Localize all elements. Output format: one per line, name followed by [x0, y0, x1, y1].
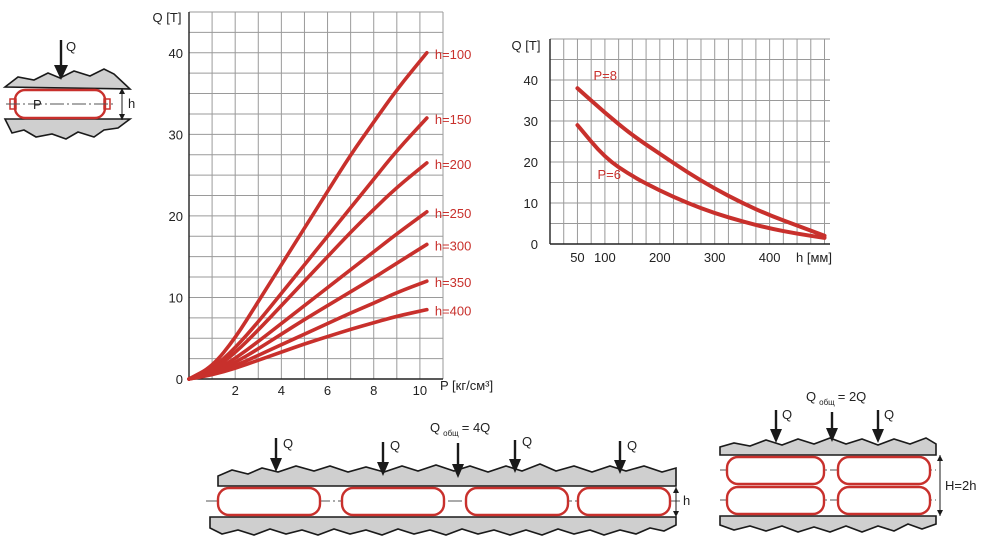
chart1-series-label: h=150	[435, 112, 472, 127]
chart1-series-line-h=200	[187, 161, 429, 381]
row-load-label-1: Q	[283, 436, 293, 451]
chart1-series-line-h=150	[187, 116, 429, 381]
row-load-label-3: Q	[522, 434, 532, 449]
chart2-y-tick: 10	[524, 196, 538, 211]
stack-bag-lower-left	[725, 485, 826, 516]
chart2-y-tick: 30	[524, 114, 538, 129]
chart2-y-tick: 40	[524, 73, 538, 88]
chart1-series-label: h=400	[435, 304, 472, 319]
upper-rock-slab	[2, 68, 133, 90]
row-upper-rock-slab	[217, 463, 677, 487]
pressure-label: P	[33, 97, 42, 112]
chart2-grid	[550, 38, 830, 244]
stack-load-arrow-head-2	[872, 429, 884, 443]
row-bag-2	[340, 486, 446, 517]
stack-height-arrow-bottom	[937, 510, 943, 516]
chart2-x-tick-labels: 50 100 200 300 400	[570, 250, 780, 265]
chart1-series	[187, 50, 429, 381]
chart2-x-tick: 200	[649, 250, 671, 265]
chart1-series-label: h=100	[435, 47, 472, 62]
chart2-x-tick: 50	[570, 250, 584, 265]
row-height-arrow-bottom	[673, 511, 679, 517]
row-height-arrow-top	[673, 487, 679, 493]
row-load-arrow-head-3	[509, 459, 521, 473]
chart1-x-tick: 6	[324, 383, 331, 398]
row-load-label-4: Q	[627, 438, 637, 453]
chart2-x-tick: 300	[704, 250, 726, 265]
stack-height-arrow-top	[937, 455, 943, 461]
chart1-y-axis-label: Q [T]	[153, 10, 182, 25]
chart1-y-tick: 20	[169, 209, 183, 224]
chart2-x-tick: 100	[594, 250, 616, 265]
row-total-arrow-head	[452, 464, 464, 478]
row-load-arrow-head-1	[270, 458, 282, 472]
chart2-x-tick: 400	[759, 250, 781, 265]
chart2-y-tick: 0	[531, 237, 538, 252]
chart2-series-label: P=8	[593, 68, 617, 83]
chart1-series-labels: h=100 h=150 h=200 h=250 h=300 h=350 h=400	[435, 47, 472, 319]
stack-load-arrow-head-1	[770, 429, 782, 443]
row-bag-4	[576, 486, 672, 517]
row-bag-1	[216, 486, 322, 517]
single-bag-diagram: Q P h	[2, 39, 135, 140]
load-label: Q	[66, 39, 76, 54]
height-arrow-bottom	[119, 114, 125, 120]
height-label: h	[128, 96, 135, 111]
chart2-series	[575, 86, 827, 240]
stack-upper-rock-slab	[719, 437, 937, 456]
chart1-y-tick-labels: 0 10 20 30 40	[169, 46, 183, 387]
chart1-x-tick: 10	[413, 383, 427, 398]
chart1-y-tick: 0	[176, 372, 183, 387]
chart2-series-label: P=6	[597, 167, 621, 182]
chart2-y-tick: 20	[524, 155, 538, 170]
chart1-x-tick-labels: 2 4 6 8 10	[232, 383, 428, 398]
chart2-series-labels: P=8 P=6	[593, 68, 621, 182]
chart-q-vs-height: Q [T] h [мм] 50 100 200 300 400 0 10 20 30 40 P=…	[512, 38, 832, 265]
row-lower-rock-slab	[209, 516, 677, 536]
height-arrow-top	[119, 88, 125, 94]
chart1-series-line-h=100	[187, 50, 429, 381]
stack-load-label-2: Q	[884, 407, 894, 422]
stack-total-arrow-head	[826, 428, 838, 442]
chart1-series-label: h=250	[435, 206, 472, 221]
chart1-y-tick: 30	[169, 127, 183, 142]
row-load-arrow-head-4	[614, 460, 626, 474]
chart2-series-line-P=6	[575, 123, 827, 240]
chart1-y-tick: 10	[169, 290, 183, 305]
chart1-x-axis-label: P [кг/см³]	[440, 378, 493, 393]
chart1-series-label: h=300	[435, 238, 472, 253]
stack-load-label-1: Q	[782, 407, 792, 422]
chart2-series-line-P=8	[575, 86, 827, 238]
stack-height-label: H=2h	[945, 478, 976, 493]
chart1-series-label: h=350	[435, 275, 472, 290]
chart1-series-label: h=200	[435, 157, 472, 172]
row-bag-3	[464, 486, 570, 517]
chart1-x-tick: 4	[278, 383, 285, 398]
stack-bag-upper-right	[836, 455, 932, 486]
stack-bag-upper-left	[725, 455, 826, 486]
chart2-y-tick-labels: 0 10 20 30 40	[524, 73, 538, 252]
lower-rock-slab	[3, 118, 133, 140]
load-arrow-head	[54, 65, 68, 80]
row-load-arrow-head-2	[377, 462, 389, 476]
chart2-x-axis-label: h [мм]	[796, 250, 832, 265]
chart1-y-tick: 40	[169, 46, 183, 61]
chart1-x-tick: 8	[370, 383, 377, 398]
row-load-label-2: Q	[390, 438, 400, 453]
stack-bag-lower-right	[836, 485, 932, 516]
chart1-grid	[189, 11, 444, 379]
chart2-y-axis-label: Q [T]	[512, 38, 541, 53]
row-height-label: h	[683, 493, 690, 508]
stack-lower-rock-slab	[719, 515, 937, 533]
chart1-x-tick: 2	[232, 383, 239, 398]
chart1-series-line-h=400	[187, 307, 429, 381]
